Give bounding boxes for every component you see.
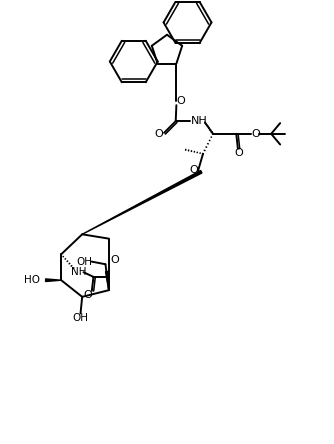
Polygon shape [46,279,61,281]
Text: O: O [176,96,185,106]
Text: O: O [234,148,243,158]
Text: NH: NH [71,266,87,277]
Text: OH: OH [72,313,89,324]
Polygon shape [106,271,109,290]
Text: O: O [110,255,119,266]
Polygon shape [82,170,202,234]
Text: O: O [155,130,163,139]
Text: OH: OH [76,257,92,266]
Text: NH: NH [191,116,208,126]
Text: O: O [189,165,198,175]
Text: O: O [84,290,92,300]
Text: HO: HO [24,275,40,285]
Text: O: O [251,129,260,139]
